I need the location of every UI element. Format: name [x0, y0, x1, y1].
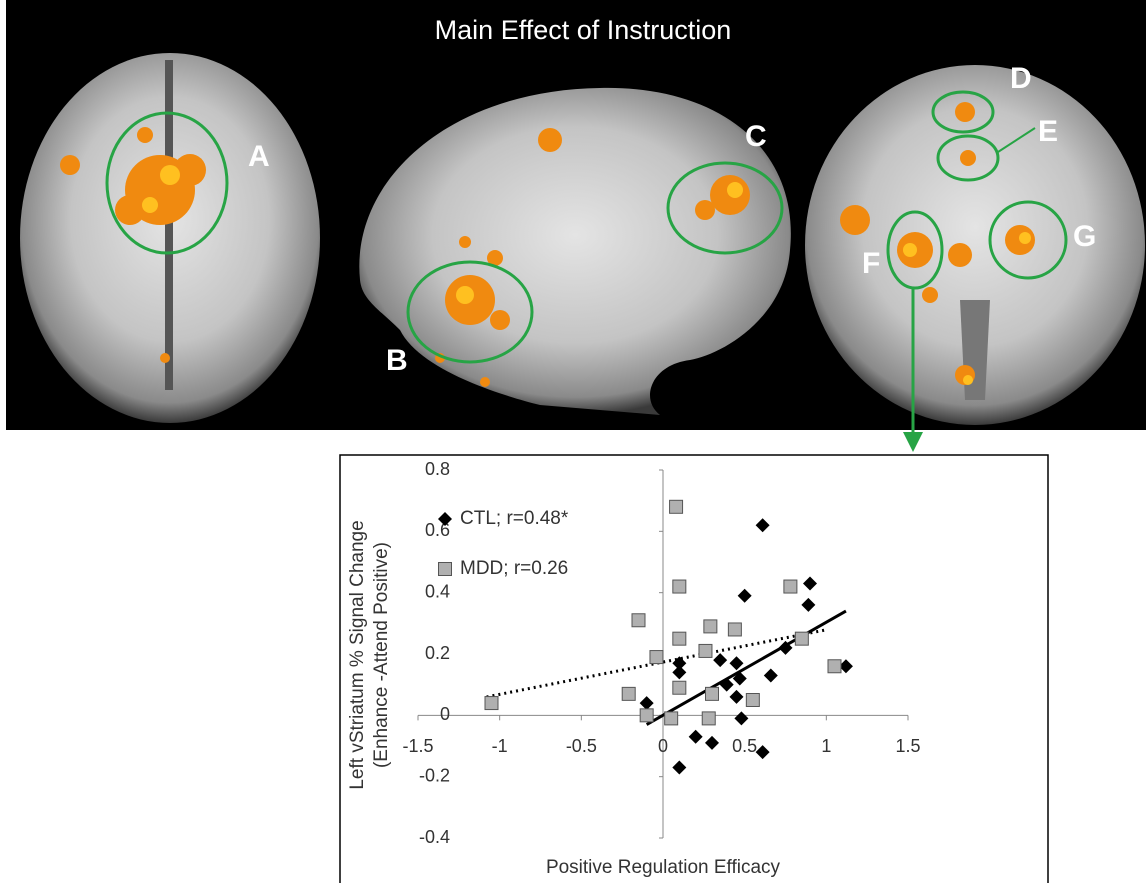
region-label: A	[248, 140, 270, 173]
x-axis-title: Positive Regulation Efficacy	[546, 857, 781, 878]
y-tick-label: 0.2	[425, 643, 450, 663]
region-label: F	[862, 247, 880, 280]
point	[795, 632, 808, 645]
point	[622, 687, 635, 700]
figure: Main Effect of Instruction A B C D E F G…	[0, 0, 1146, 883]
page: {"figure": {"title": "Main Effect of Ins…	[0, 0, 1146, 883]
x-tick-label: -1.5	[402, 736, 433, 756]
legend-label: MDD; r=0.26	[460, 558, 568, 579]
x-tick-label: 1.5	[895, 736, 920, 756]
point	[673, 681, 686, 694]
region-label: C	[745, 120, 767, 153]
region-label: G	[1073, 220, 1096, 253]
point	[650, 651, 663, 664]
point	[704, 620, 717, 633]
point	[746, 694, 759, 707]
y-tick-label: 0	[440, 704, 450, 724]
x-tick-label: 0	[658, 736, 668, 756]
region-label: E	[1038, 115, 1058, 148]
point	[673, 632, 686, 645]
point	[670, 500, 683, 513]
axial-slice	[20, 53, 320, 423]
point	[728, 623, 741, 636]
region-label: B	[386, 344, 408, 377]
point	[699, 644, 712, 657]
x-tick-label: 1	[821, 736, 831, 756]
point	[706, 687, 719, 700]
point	[673, 580, 686, 593]
arrow-head	[903, 432, 923, 452]
x-tick-label: -0.5	[566, 736, 597, 756]
y-tick-label: 0.8	[425, 459, 450, 479]
y-tick-label: 0.4	[425, 581, 450, 601]
y-axis-title: Left vStriatum % Signal Change	[347, 520, 368, 789]
y-tick-label: -0.2	[419, 765, 450, 785]
point	[828, 660, 841, 673]
point	[784, 580, 797, 593]
x-tick-label: 0.5	[732, 736, 757, 756]
figure-title: Main Effect of Instruction	[435, 15, 732, 45]
x-tick-label: -1	[492, 736, 508, 756]
region-label: D	[1010, 62, 1032, 95]
point	[702, 712, 715, 725]
legend-label: CTL; r=0.48*	[460, 508, 569, 529]
y-tick-label: -0.4	[419, 827, 450, 847]
point	[485, 697, 498, 710]
point	[640, 709, 653, 722]
legend-marker	[439, 563, 452, 576]
y-axis-title: (Enhance -Attend Positive)	[371, 542, 392, 768]
point	[665, 712, 678, 725]
point	[632, 614, 645, 627]
